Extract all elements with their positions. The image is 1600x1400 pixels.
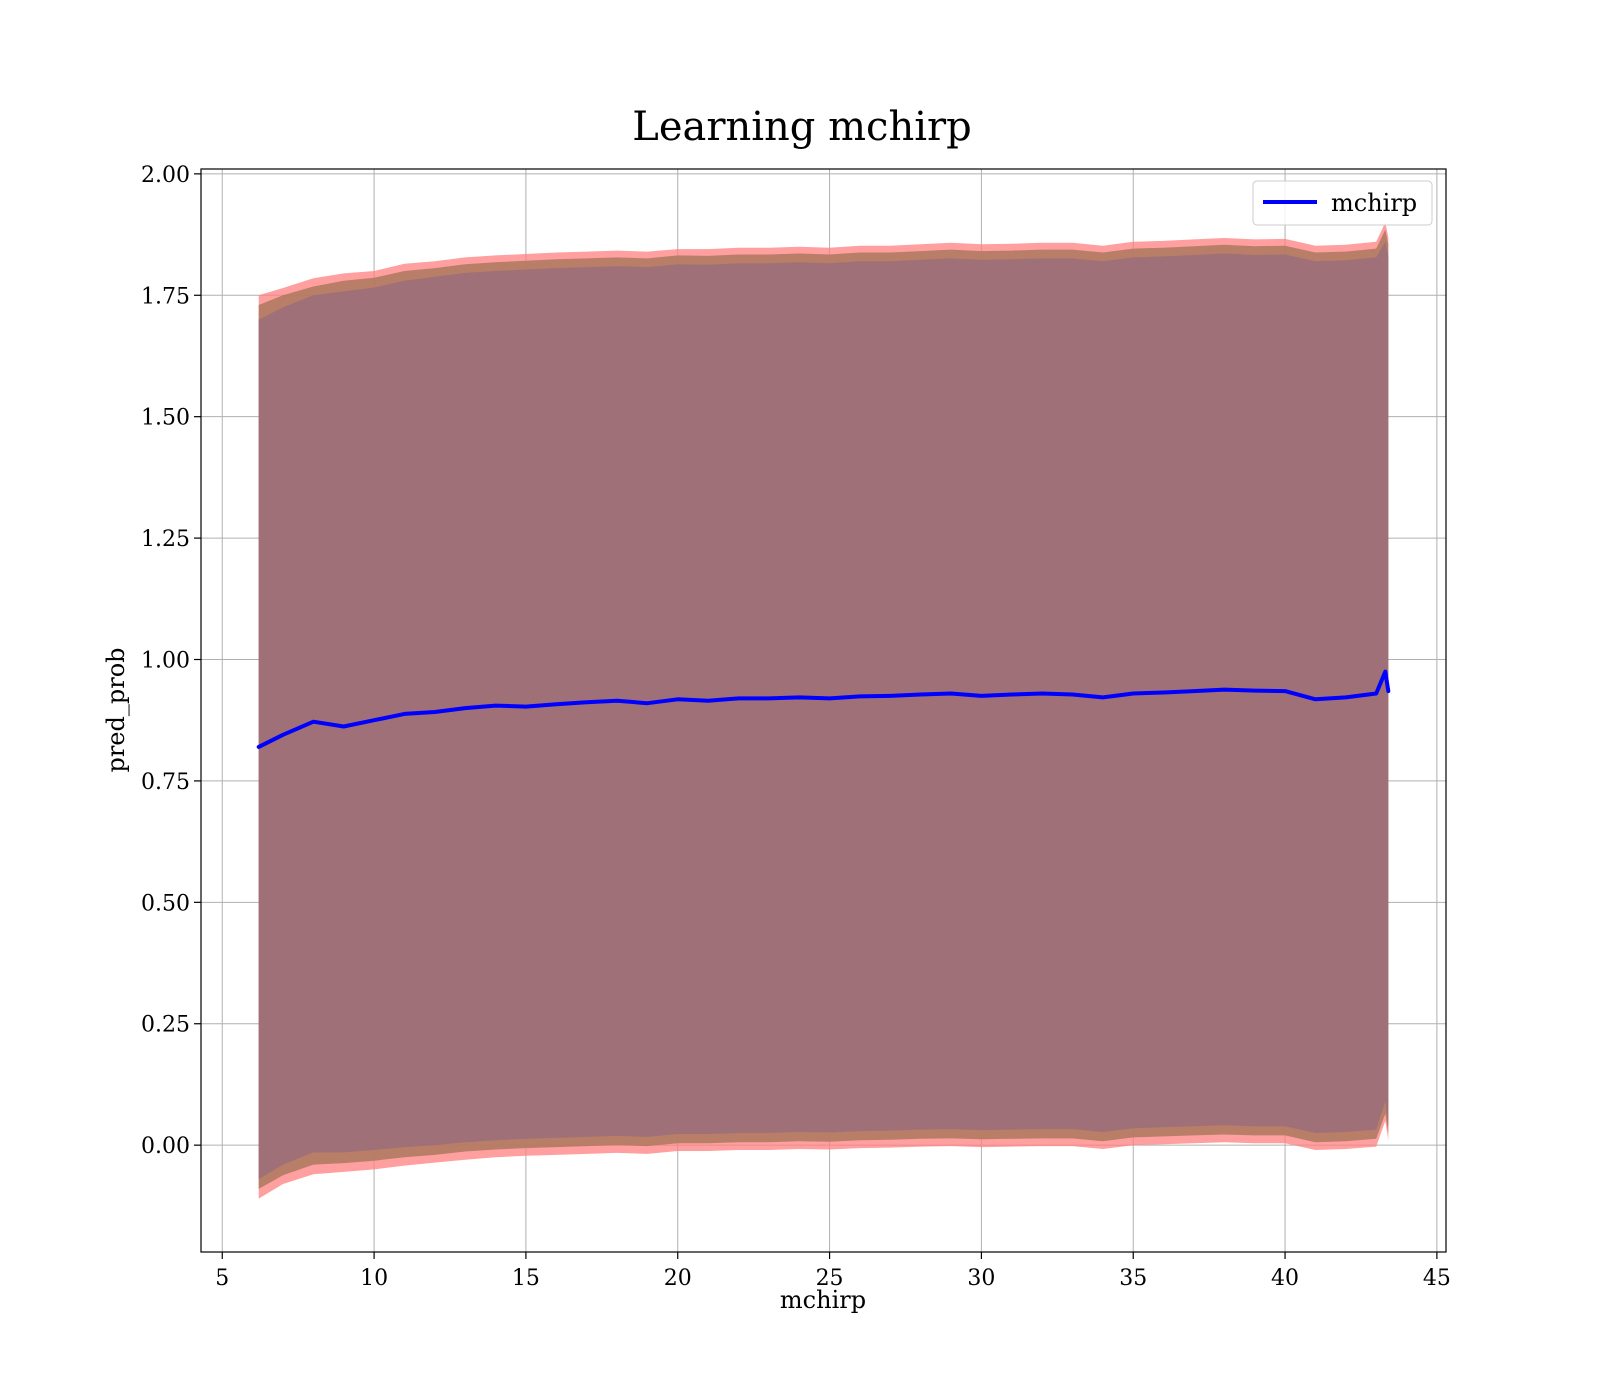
chart-title: Learning mchirp <box>632 104 971 150</box>
y-tick-label: 1.25 <box>141 527 190 552</box>
y-tick-label: 2.00 <box>141 163 190 188</box>
x-tick-label: 30 <box>967 1266 995 1291</box>
legend-box <box>1252 180 1433 226</box>
y-tick-label: 0.75 <box>141 770 190 795</box>
plot-area <box>200 168 1447 1253</box>
x-tick-label: 40 <box>1271 1266 1299 1291</box>
y-tick-label: 1.75 <box>141 284 190 309</box>
legend: mchirp <box>1252 180 1433 226</box>
axes-frame <box>200 168 1447 1253</box>
y-axis-ticks: 0.00 0.25 0.50 0.75 1.00 1.25 1.50 1.75 2.00 <box>141 163 201 1159</box>
x-tick-label: 10 <box>360 1266 388 1291</box>
y-tick-label: 0.50 <box>141 891 190 916</box>
x-tick-label: 35 <box>1119 1266 1147 1291</box>
legend-label-mchirp: mchirp <box>1331 189 1417 217</box>
x-tick-label: 5 <box>215 1266 229 1291</box>
x-axis-label: mchirp <box>780 1286 866 1314</box>
x-tick-label: 15 <box>512 1266 540 1291</box>
y-tick-label: 1.00 <box>141 649 190 674</box>
y-tick-label: 0.25 <box>141 1013 190 1038</box>
series-line-mchirp <box>256 669 1391 749</box>
x-tick-label: 20 <box>664 1266 692 1291</box>
x-tick-label: 45 <box>1423 1266 1451 1291</box>
x-tick-label: 25 <box>816 1266 844 1291</box>
x-axis-ticks: 5 10 15 20 25 30 35 40 45 <box>215 1252 1451 1291</box>
band-inner <box>258 241 1389 1180</box>
y-tick-label: 0.00 <box>141 1134 190 1159</box>
y-tick-label: 1.50 <box>141 406 190 431</box>
y-axis-label: pred_prob <box>102 647 130 772</box>
